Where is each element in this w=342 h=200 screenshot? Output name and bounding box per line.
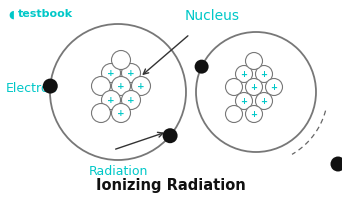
Circle shape [246, 53, 263, 70]
Circle shape [92, 77, 110, 96]
Text: +: + [137, 82, 145, 91]
Text: testbook: testbook [18, 9, 73, 19]
Text: +: + [107, 69, 115, 78]
Circle shape [121, 91, 141, 110]
Text: Radiation: Radiation [88, 164, 148, 177]
Circle shape [195, 60, 209, 74]
Text: +: + [250, 110, 258, 119]
Circle shape [255, 66, 273, 83]
Circle shape [236, 66, 252, 83]
Text: +: + [117, 82, 125, 91]
Circle shape [102, 64, 120, 83]
Text: +: + [250, 83, 258, 92]
Circle shape [162, 129, 177, 143]
Circle shape [265, 79, 282, 96]
Circle shape [111, 77, 131, 96]
Circle shape [111, 104, 131, 123]
Text: +: + [107, 96, 115, 105]
Circle shape [121, 64, 141, 83]
Text: +: + [127, 69, 135, 78]
Circle shape [255, 93, 273, 110]
Text: Ionizing Radiation: Ionizing Radiation [96, 177, 246, 192]
Text: +: + [271, 83, 277, 92]
Text: Nucleus: Nucleus [184, 9, 239, 23]
Circle shape [43, 79, 58, 94]
Circle shape [132, 77, 150, 96]
Text: ◖: ◖ [8, 10, 14, 20]
Text: +: + [261, 70, 267, 79]
Circle shape [236, 93, 252, 110]
Circle shape [111, 51, 131, 70]
Circle shape [246, 106, 263, 123]
Circle shape [225, 106, 242, 123]
Circle shape [92, 104, 110, 123]
Text: Electron: Electron [6, 82, 57, 95]
Text: +: + [261, 97, 267, 106]
Circle shape [246, 79, 263, 96]
Circle shape [330, 157, 342, 172]
Circle shape [102, 91, 120, 110]
Text: +: + [117, 109, 125, 118]
Text: +: + [240, 97, 248, 106]
Text: +: + [240, 70, 248, 79]
Circle shape [225, 79, 242, 96]
Text: +: + [127, 96, 135, 105]
